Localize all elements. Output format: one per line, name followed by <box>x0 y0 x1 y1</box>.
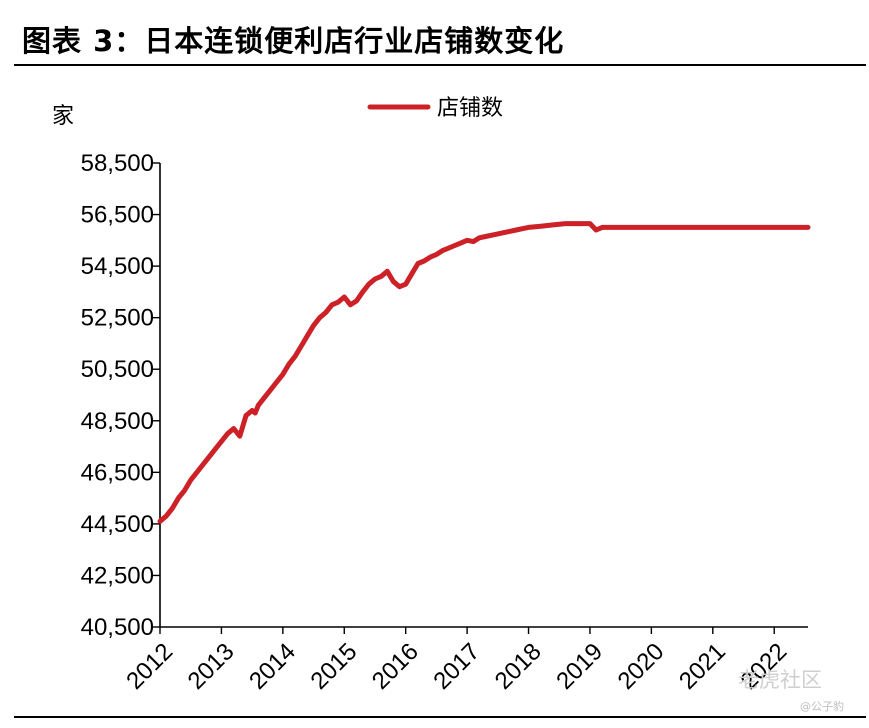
y-axis-unit-label: 家 <box>52 104 74 129</box>
y-tick-label: 46,500 <box>81 459 154 486</box>
x-tick-label: 2013 <box>183 638 240 695</box>
x-tick-label: 2020 <box>613 638 670 695</box>
y-tick-label: 54,500 <box>81 253 154 280</box>
top-rule <box>14 64 866 66</box>
y-tick-label: 48,500 <box>81 408 154 435</box>
y-tick-label: 40,500 <box>81 614 154 641</box>
series-line-store-count <box>157 221 811 524</box>
x-tick-label: 2012 <box>121 638 178 695</box>
y-tick-label: 52,500 <box>81 305 154 332</box>
x-tick-label: 2021 <box>674 638 731 695</box>
x-tick-label: 2014 <box>244 638 301 695</box>
x-tick-label: 2015 <box>306 638 363 695</box>
legend-label: 店铺数 <box>437 96 503 121</box>
x-tick-label: 2016 <box>367 638 424 695</box>
x-axis: 2012 2013 2014 2015 2016 2017 2018 2019 2020 2021… <box>121 626 808 695</box>
y-tick-label: 50,500 <box>81 356 154 383</box>
x-tick-label: 2017 <box>428 638 485 695</box>
bottom-rule <box>14 716 866 718</box>
figure-title: 图表 3：日本连锁便利店行业店铺数变化 <box>22 24 565 58</box>
watermark-brand: 老虎社区 <box>738 668 822 692</box>
x-tick-label: 2018 <box>490 638 547 695</box>
y-tick-label: 56,500 <box>81 202 154 229</box>
legend: 店铺数 <box>367 96 503 121</box>
watermark-sub: @公子豹 <box>800 700 844 713</box>
y-tick-label: 42,500 <box>81 562 154 589</box>
plot-area <box>157 221 811 524</box>
y-axis: 40,500 42,500 44,500 46,500 48,500 50,500 52,5… <box>81 150 161 641</box>
y-tick-label: 58,500 <box>81 150 154 177</box>
x-tick-label: 2019 <box>551 638 608 695</box>
y-tick-label: 44,500 <box>81 511 154 538</box>
